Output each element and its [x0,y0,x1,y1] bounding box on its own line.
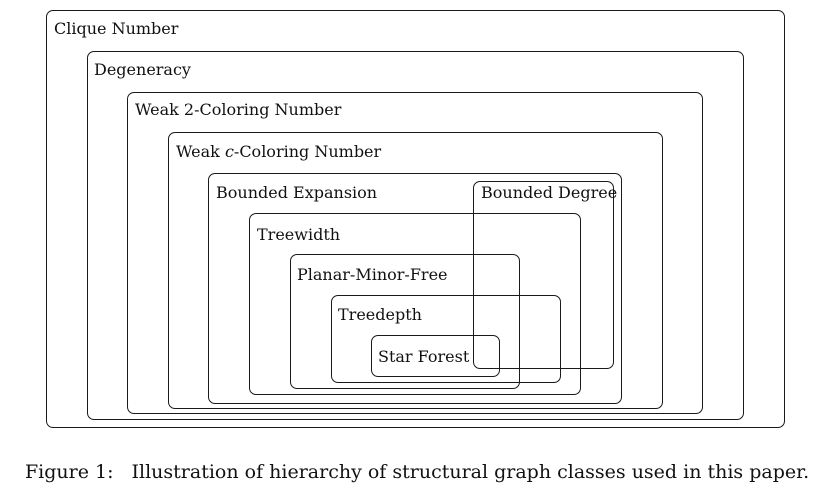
planar-minor-free-box [290,254,520,389]
star-forest-box [371,335,500,377]
star-forest-label: Star Forest [378,347,470,366]
treedepth-label: Treedepth [338,305,422,324]
weak-c-coloring-box [168,132,663,409]
weak-c-coloring-label: Weak c-Coloring Number [176,143,381,161]
degeneracy-box [87,51,744,420]
planar-minor-free-label: Planar-Minor-Free [297,265,448,284]
treedepth-box [331,295,561,383]
weak-c-coloring-label-prefix: Weak [176,142,225,161]
clique-number-label: Clique Number [54,19,179,38]
bounded-expansion-box [208,173,622,404]
figure-caption: Figure 1: Illustration of hierarchy of st… [25,461,809,483]
treewidth-box [249,213,581,395]
caption-prefix: Figure 1: [25,461,114,483]
weak-2-coloring-label: Weak 2-Coloring Number [135,100,342,119]
bounded-expansion-label: Bounded Expansion [216,183,378,202]
bounded-degree-label: Bounded Degree [481,183,618,202]
weak-c-coloring-label-variable: c [224,142,234,161]
caption-text: Illustration of hierarchy of structural … [131,461,810,483]
weak-c-coloring-label-suffix: -Coloring Number [233,142,382,161]
bounded-degree-box [473,181,614,369]
weak-2-coloring-box [127,92,703,414]
clique-number-box [46,10,785,428]
treewidth-label: Treewidth [257,225,341,244]
degeneracy-label: Degeneracy [94,60,191,79]
